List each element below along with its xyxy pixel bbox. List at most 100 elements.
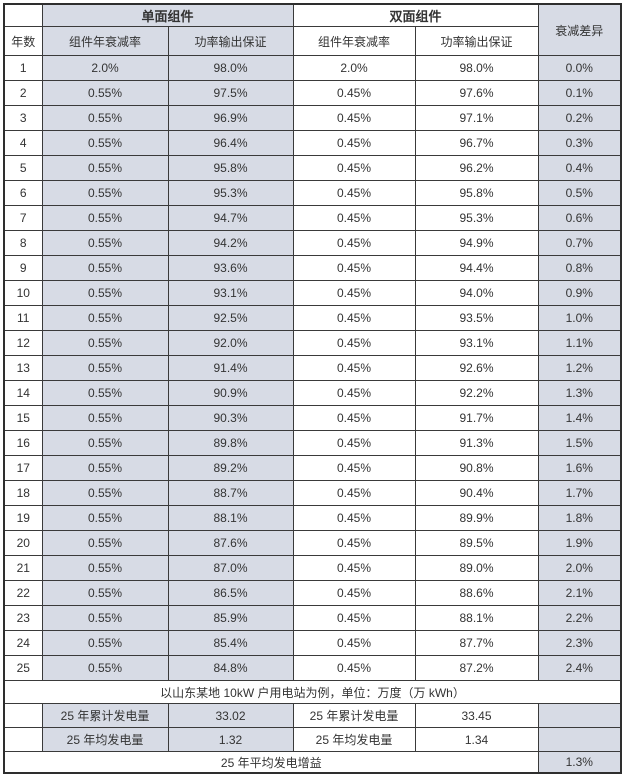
mono-power-cell: 92.0% — [167, 330, 294, 356]
table-row: 13 0.55% 91.4% 0.45% 92.6% 1.2% — [3, 355, 622, 381]
bifacial-power-cell: 87.7% — [414, 630, 539, 656]
table-header: 单面组件 双面组件 衰减差异 年数 组件年衰减率 功率输出保证 组件年衰减率 功… — [3, 3, 622, 56]
mono-power-cell: 88.7% — [167, 480, 294, 506]
diff-cell: 1.0% — [537, 305, 622, 331]
table-body: 1 2.0% 98.0% 2.0% 98.0% 0.0% 2 0.55% 97.5% 0.45% 9… — [3, 55, 622, 681]
bifacial-degradation-cell: 0.45% — [292, 530, 416, 556]
mono-degradation-cell: 0.55% — [41, 230, 169, 256]
table-row: 15 0.55% 90.3% 0.45% 91.7% 1.4% — [3, 405, 622, 431]
mono-degradation-cell: 2.0% — [41, 55, 169, 81]
mono-power-cell: 94.7% — [167, 205, 294, 231]
degradation-comparison-table: 单面组件 双面组件 衰减差异 年数 组件年衰减率 功率输出保证 组件年衰减率 功… — [3, 3, 623, 774]
table-row: 1 2.0% 98.0% 2.0% 98.0% 0.0% — [3, 55, 622, 81]
diff-cell: 0.7% — [537, 230, 622, 256]
bifacial-degradation-cell: 0.45% — [292, 505, 416, 531]
bifacial-degradation-cell: 0.45% — [292, 480, 416, 506]
bifacial-degradation-cell: 0.45% — [292, 230, 416, 256]
bifacial-average-label: 25 年均发电量 — [292, 727, 416, 752]
mono-power-cell: 93.1% — [167, 280, 294, 306]
mono-degradation-cell: 0.55% — [41, 155, 169, 181]
mono-power-cell: 92.5% — [167, 305, 294, 331]
bifacial-degradation-cell: 0.45% — [292, 205, 416, 231]
bifacial-degradation-cell: 2.0% — [292, 55, 416, 81]
bifacial-power-cell: 97.6% — [414, 80, 539, 106]
mono-power-cell: 90.3% — [167, 405, 294, 431]
year-cell: 24 — [3, 630, 43, 656]
diff-cell: 0.0% — [537, 55, 622, 81]
year-cell: 12 — [3, 330, 43, 356]
year-cell: 10 — [3, 280, 43, 306]
mono-degradation-cell: 0.55% — [41, 180, 169, 206]
mono-degradation-cell: 0.55% — [41, 380, 169, 406]
bifacial-power-cell: 95.8% — [414, 180, 539, 206]
bifacial-degradation-header: 组件年衰减率 — [292, 26, 416, 56]
bifacial-power-cell: 91.7% — [414, 405, 539, 431]
bifacial-degradation-cell: 0.45% — [292, 580, 416, 606]
table-row: 8 0.55% 94.2% 0.45% 94.9% 0.7% — [3, 230, 622, 256]
diff-cell: 1.4% — [537, 405, 622, 431]
year-cell: 8 — [3, 230, 43, 256]
mono-power-cell: 90.9% — [167, 380, 294, 406]
bifacial-power-cell: 92.6% — [414, 355, 539, 381]
bifacial-power-cell: 93.5% — [414, 305, 539, 331]
mono-degradation-cell: 0.55% — [41, 580, 169, 606]
table-row: 2 0.55% 97.5% 0.45% 97.6% 0.1% — [3, 80, 622, 106]
bifacial-degradation-cell: 0.45% — [292, 555, 416, 581]
diff-cell: 0.8% — [537, 255, 622, 281]
year-cell: 4 — [3, 130, 43, 156]
year-header: 年数 — [3, 26, 43, 56]
bifacial-degradation-cell: 0.45% — [292, 130, 416, 156]
bifacial-power-cell: 91.3% — [414, 430, 539, 456]
bifacial-power-cell: 88.1% — [414, 605, 539, 631]
bifacial-power-cell: 88.6% — [414, 580, 539, 606]
mono-degradation-cell: 0.55% — [41, 355, 169, 381]
year-cell: 22 — [3, 580, 43, 606]
note-row: 以山东某地 10kW 户用电站为例，单位：万度（万 kWh） — [3, 680, 622, 704]
bifacial-degradation-cell: 0.45% — [292, 430, 416, 456]
diff-cell: 0.9% — [537, 280, 622, 306]
diff-cell: 0.4% — [537, 155, 622, 181]
cumulative-row: 25 年累计发电量 33.02 25 年累计发电量 33.45 — [3, 703, 622, 728]
bifacial-power-cell: 89.9% — [414, 505, 539, 531]
mono-degradation-cell: 0.55% — [41, 455, 169, 481]
diff-cell: 2.1% — [537, 580, 622, 606]
mono-power-cell: 87.0% — [167, 555, 294, 581]
mono-power-cell: 93.6% — [167, 255, 294, 281]
corner-empty-cell — [3, 3, 43, 27]
mono-power-cell: 95.3% — [167, 180, 294, 206]
year-cell: 21 — [3, 555, 43, 581]
mono-power-cell: 94.2% — [167, 230, 294, 256]
table-row: 23 0.55% 85.9% 0.45% 88.1% 2.2% — [3, 605, 622, 631]
mono-group-header: 单面组件 — [41, 3, 294, 27]
mono-degradation-cell: 0.55% — [41, 205, 169, 231]
empty-cell — [3, 703, 43, 728]
bifacial-degradation-cell: 0.45% — [292, 655, 416, 681]
bifacial-power-cell: 96.7% — [414, 130, 539, 156]
year-cell: 2 — [3, 80, 43, 106]
mono-average-value: 1.32 — [167, 727, 294, 752]
year-cell: 1 — [3, 55, 43, 81]
mono-power-cell: 85.4% — [167, 630, 294, 656]
year-cell: 11 — [3, 305, 43, 331]
empty-diff-cell — [537, 727, 622, 752]
bifacial-degradation-cell: 0.45% — [292, 455, 416, 481]
year-cell: 18 — [3, 480, 43, 506]
year-cell: 25 — [3, 655, 43, 681]
mono-degradation-cell: 0.55% — [41, 405, 169, 431]
year-cell: 19 — [3, 505, 43, 531]
note-cell: 以山东某地 10kW 户用电站为例，单位：万度（万 kWh） — [3, 680, 622, 704]
diff-cell: 2.2% — [537, 605, 622, 631]
table-footer: 以山东某地 10kW 户用电站为例，单位：万度（万 kWh） 25 年累计发电量… — [3, 680, 622, 774]
bifacial-power-cell: 87.2% — [414, 655, 539, 681]
diff-cell: 0.3% — [537, 130, 622, 156]
bifacial-degradation-cell: 0.45% — [292, 155, 416, 181]
year-cell: 13 — [3, 355, 43, 381]
bifacial-degradation-cell: 0.45% — [292, 605, 416, 631]
diff-cell: 2.3% — [537, 630, 622, 656]
year-cell: 23 — [3, 605, 43, 631]
diff-cell: 1.8% — [537, 505, 622, 531]
year-cell: 3 — [3, 105, 43, 131]
header-sub-row: 年数 组件年衰减率 功率输出保证 组件年衰减率 功率输出保证 — [3, 26, 621, 56]
diff-cell: 1.2% — [537, 355, 622, 381]
mono-power-cell: 95.8% — [167, 155, 294, 181]
